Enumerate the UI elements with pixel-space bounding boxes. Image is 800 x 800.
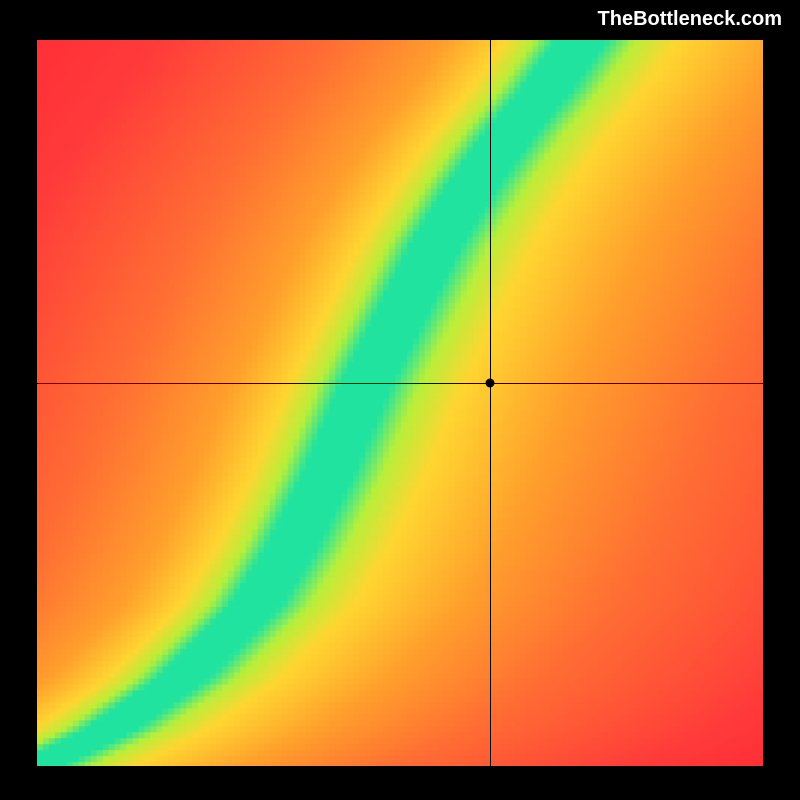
watermark-text: TheBottleneck.com (598, 8, 782, 31)
crosshair-horizontal (37, 383, 763, 384)
selection-marker (485, 379, 494, 388)
heatmap-plot (35, 38, 765, 768)
heatmap-canvas (37, 40, 763, 766)
crosshair-vertical (490, 40, 491, 766)
